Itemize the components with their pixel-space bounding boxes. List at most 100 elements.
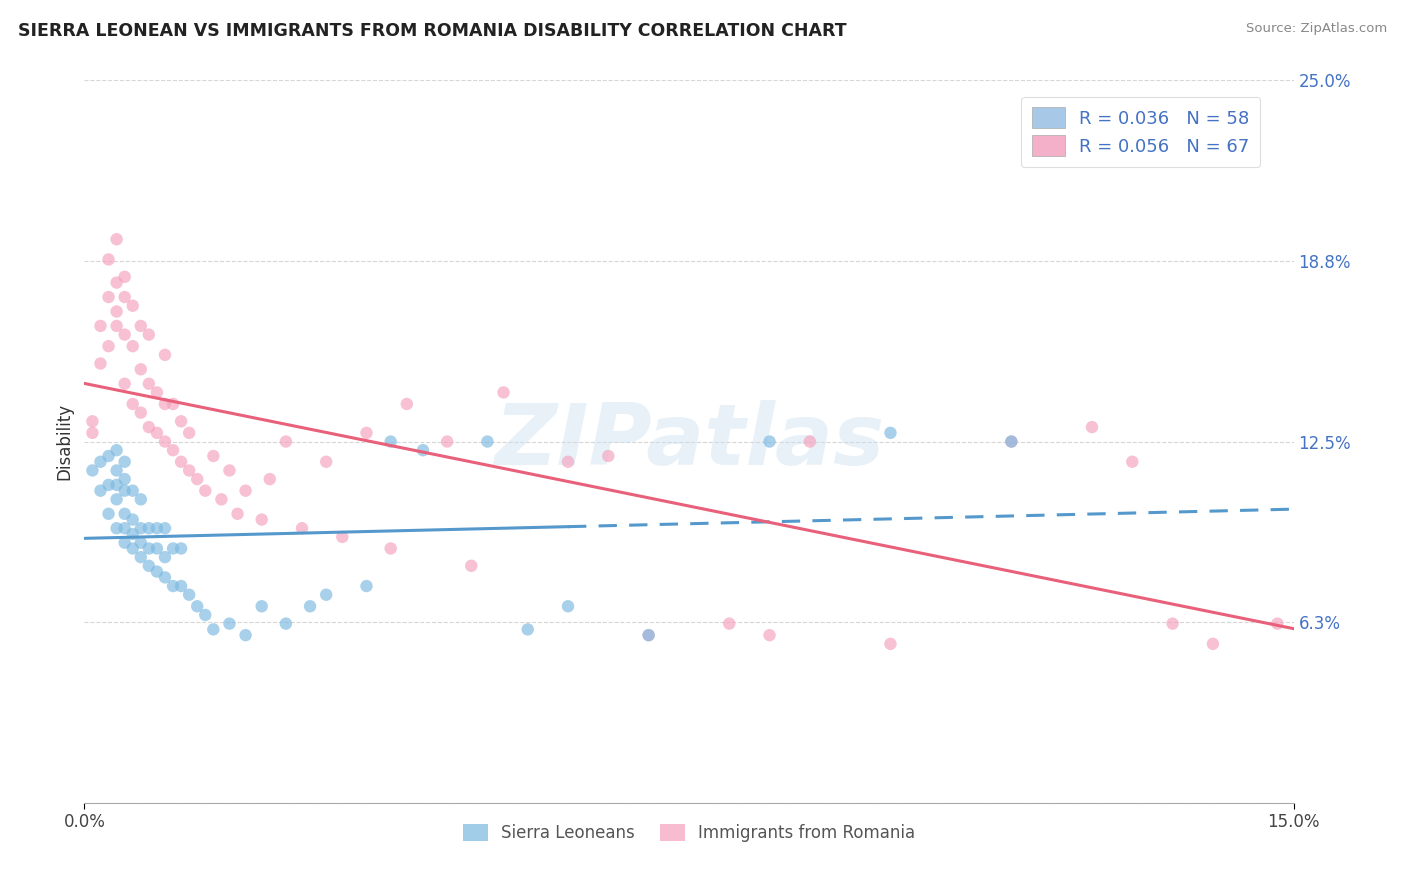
Point — [129, 550, 152, 565]
Point — [492, 385, 515, 400]
Point — [82, 463, 104, 477]
Point — [153, 434, 176, 449]
Point — [170, 455, 193, 469]
Point — [121, 397, 143, 411]
Point — [291, 521, 314, 535]
Point — [121, 339, 143, 353]
Point — [129, 521, 152, 535]
Point — [162, 579, 184, 593]
Point — [146, 541, 169, 556]
Point — [1202, 637, 1225, 651]
Point — [299, 599, 322, 614]
Point — [105, 318, 128, 333]
Point — [460, 558, 482, 573]
Point — [138, 521, 160, 535]
Point — [758, 434, 780, 449]
Point — [121, 541, 143, 556]
Point — [153, 570, 176, 584]
Point — [97, 449, 120, 463]
Point — [114, 327, 136, 342]
Point — [315, 455, 337, 469]
Point — [879, 425, 901, 440]
Point — [89, 318, 111, 333]
Point — [186, 472, 208, 486]
Point — [1081, 420, 1104, 434]
Point — [1121, 455, 1143, 469]
Point — [477, 434, 499, 449]
Point — [179, 463, 201, 477]
Point — [235, 483, 257, 498]
Point — [129, 318, 152, 333]
Point — [105, 478, 128, 492]
Point — [436, 434, 458, 449]
Point — [114, 521, 136, 535]
Point — [114, 290, 136, 304]
Text: Source: ZipAtlas.com: Source: ZipAtlas.com — [1247, 22, 1388, 36]
Point — [202, 449, 225, 463]
Point — [146, 425, 169, 440]
Point — [516, 623, 538, 637]
Point — [105, 443, 128, 458]
Point — [598, 449, 620, 463]
Legend: Sierra Leoneans, Immigrants from Romania: Sierra Leoneans, Immigrants from Romania — [456, 817, 922, 848]
Point — [114, 455, 136, 469]
Point — [162, 443, 184, 458]
Point — [356, 579, 378, 593]
Point — [758, 628, 780, 642]
Point — [121, 299, 143, 313]
Point — [105, 304, 128, 318]
Point — [138, 558, 160, 573]
Point — [209, 492, 232, 507]
Point — [97, 339, 120, 353]
Point — [105, 232, 128, 246]
Point — [114, 269, 136, 284]
Point — [194, 483, 217, 498]
Point — [162, 397, 184, 411]
Point — [315, 588, 337, 602]
Point — [202, 623, 225, 637]
Point — [226, 507, 249, 521]
Point — [82, 414, 104, 428]
Point — [274, 434, 297, 449]
Point — [97, 478, 120, 492]
Point — [89, 455, 111, 469]
Point — [274, 616, 297, 631]
Point — [330, 530, 353, 544]
Point — [250, 512, 273, 526]
Point — [1000, 434, 1022, 449]
Point — [121, 483, 143, 498]
Y-axis label: Disability: Disability — [55, 403, 73, 480]
Point — [718, 616, 741, 631]
Point — [637, 628, 659, 642]
Point — [799, 434, 821, 449]
Point — [1161, 616, 1184, 631]
Point — [218, 616, 240, 631]
Point — [879, 637, 901, 651]
Point — [153, 348, 176, 362]
Point — [114, 376, 136, 391]
Point — [170, 541, 193, 556]
Point — [105, 492, 128, 507]
Point — [194, 607, 217, 622]
Point — [637, 628, 659, 642]
Point — [186, 599, 208, 614]
Point — [138, 327, 160, 342]
Point — [356, 425, 378, 440]
Point — [129, 492, 152, 507]
Point — [129, 406, 152, 420]
Point — [1000, 434, 1022, 449]
Point — [138, 541, 160, 556]
Point — [179, 425, 201, 440]
Point — [129, 535, 152, 549]
Point — [235, 628, 257, 642]
Point — [82, 425, 104, 440]
Point — [162, 541, 184, 556]
Point — [105, 521, 128, 535]
Point — [557, 599, 579, 614]
Point — [89, 483, 111, 498]
Point — [121, 512, 143, 526]
Point — [170, 414, 193, 428]
Point — [380, 541, 402, 556]
Point — [121, 527, 143, 541]
Point — [146, 521, 169, 535]
